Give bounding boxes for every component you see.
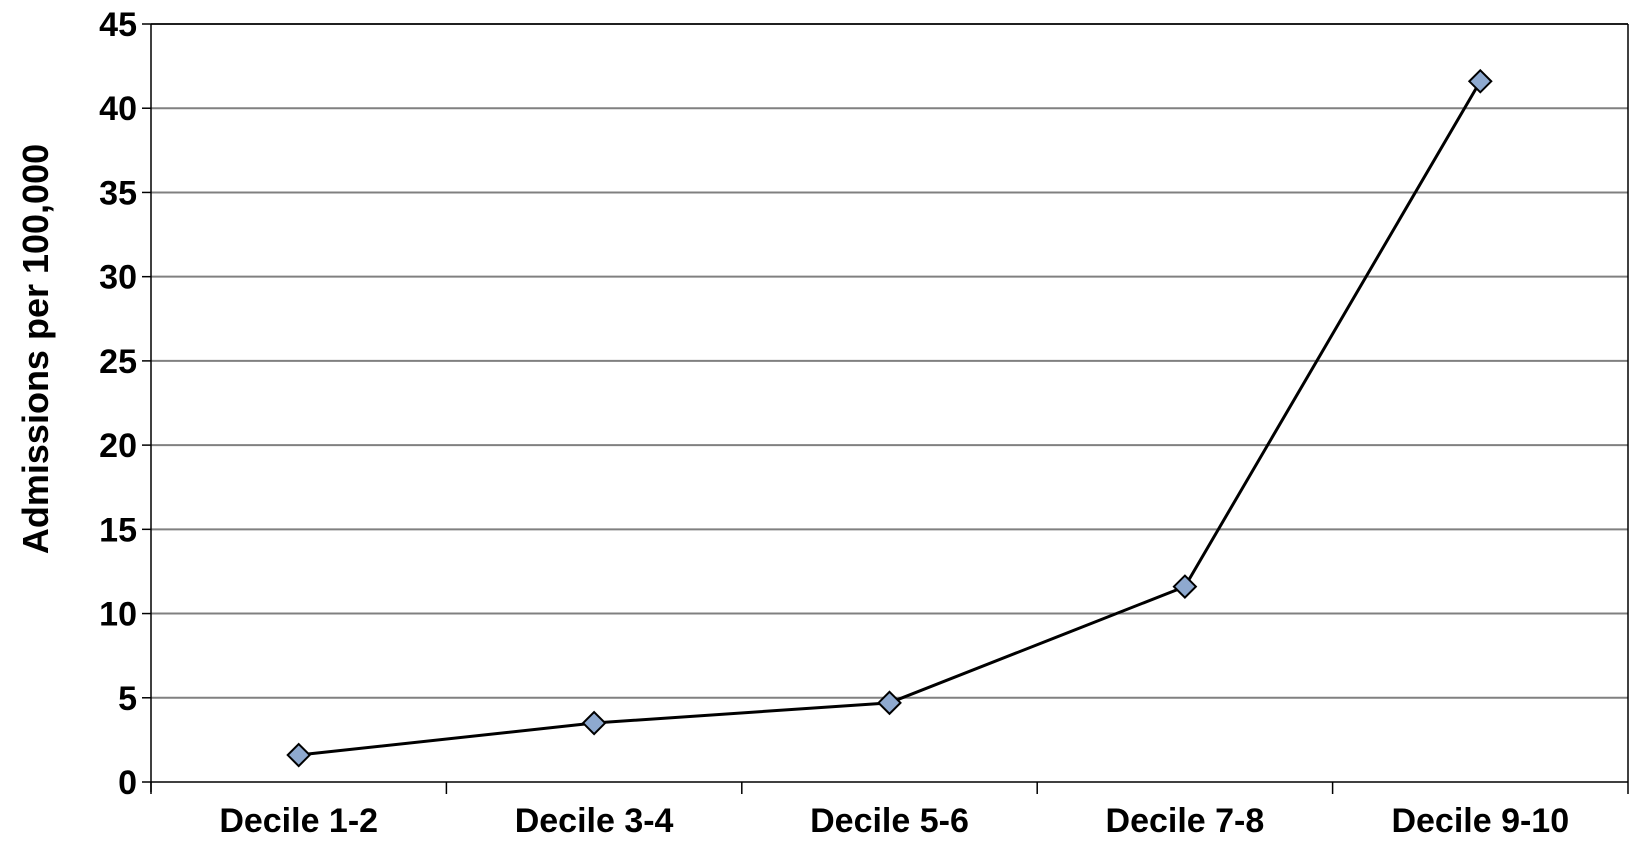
axes bbox=[142, 23, 1629, 794]
y-axis-label: Admissions per 100,000 bbox=[15, 144, 56, 554]
y-tick-label-15: 15 bbox=[99, 511, 137, 549]
series bbox=[286, 68, 1493, 768]
x-tick-label-3: Decile 7-8 bbox=[1106, 802, 1265, 839]
data-point-1 bbox=[581, 710, 607, 736]
x-tick-labels: Decile 1-2 Decile 3-4 Decile 5-6 Decile 7-8… bbox=[219, 802, 1569, 840]
y-tick-label-20: 20 bbox=[99, 427, 137, 465]
x-tick-label-1: Decile 3-4 bbox=[515, 802, 674, 839]
y-tick-label-30: 30 bbox=[99, 259, 137, 297]
data-point-4 bbox=[1467, 68, 1493, 94]
series-line-0 bbox=[298, 80, 1482, 757]
x-tick-label-2: Decile 5-6 bbox=[810, 802, 969, 839]
y-tick-label-35: 35 bbox=[99, 174, 137, 212]
x-tick-label-4: Decile 9-10 bbox=[1391, 802, 1569, 839]
y-tick-labels: 0 5 10 15 20 25 30 35 40 45 bbox=[99, 6, 137, 802]
y-tick-label-0: 0 bbox=[118, 764, 137, 802]
y-tick-label-25: 25 bbox=[99, 343, 137, 381]
x-tick-label-0: Decile 1-2 bbox=[219, 802, 378, 839]
y-tick-label-5: 5 bbox=[118, 680, 137, 718]
y-tick-label-45: 45 bbox=[99, 6, 137, 44]
data-point-0 bbox=[286, 742, 312, 768]
y-tick-label-40: 40 bbox=[99, 90, 137, 128]
grid-lines bbox=[151, 23, 1628, 699]
data-point-3 bbox=[1172, 574, 1198, 600]
data-point-2 bbox=[877, 690, 902, 716]
y-tick-label-10: 10 bbox=[99, 596, 137, 634]
